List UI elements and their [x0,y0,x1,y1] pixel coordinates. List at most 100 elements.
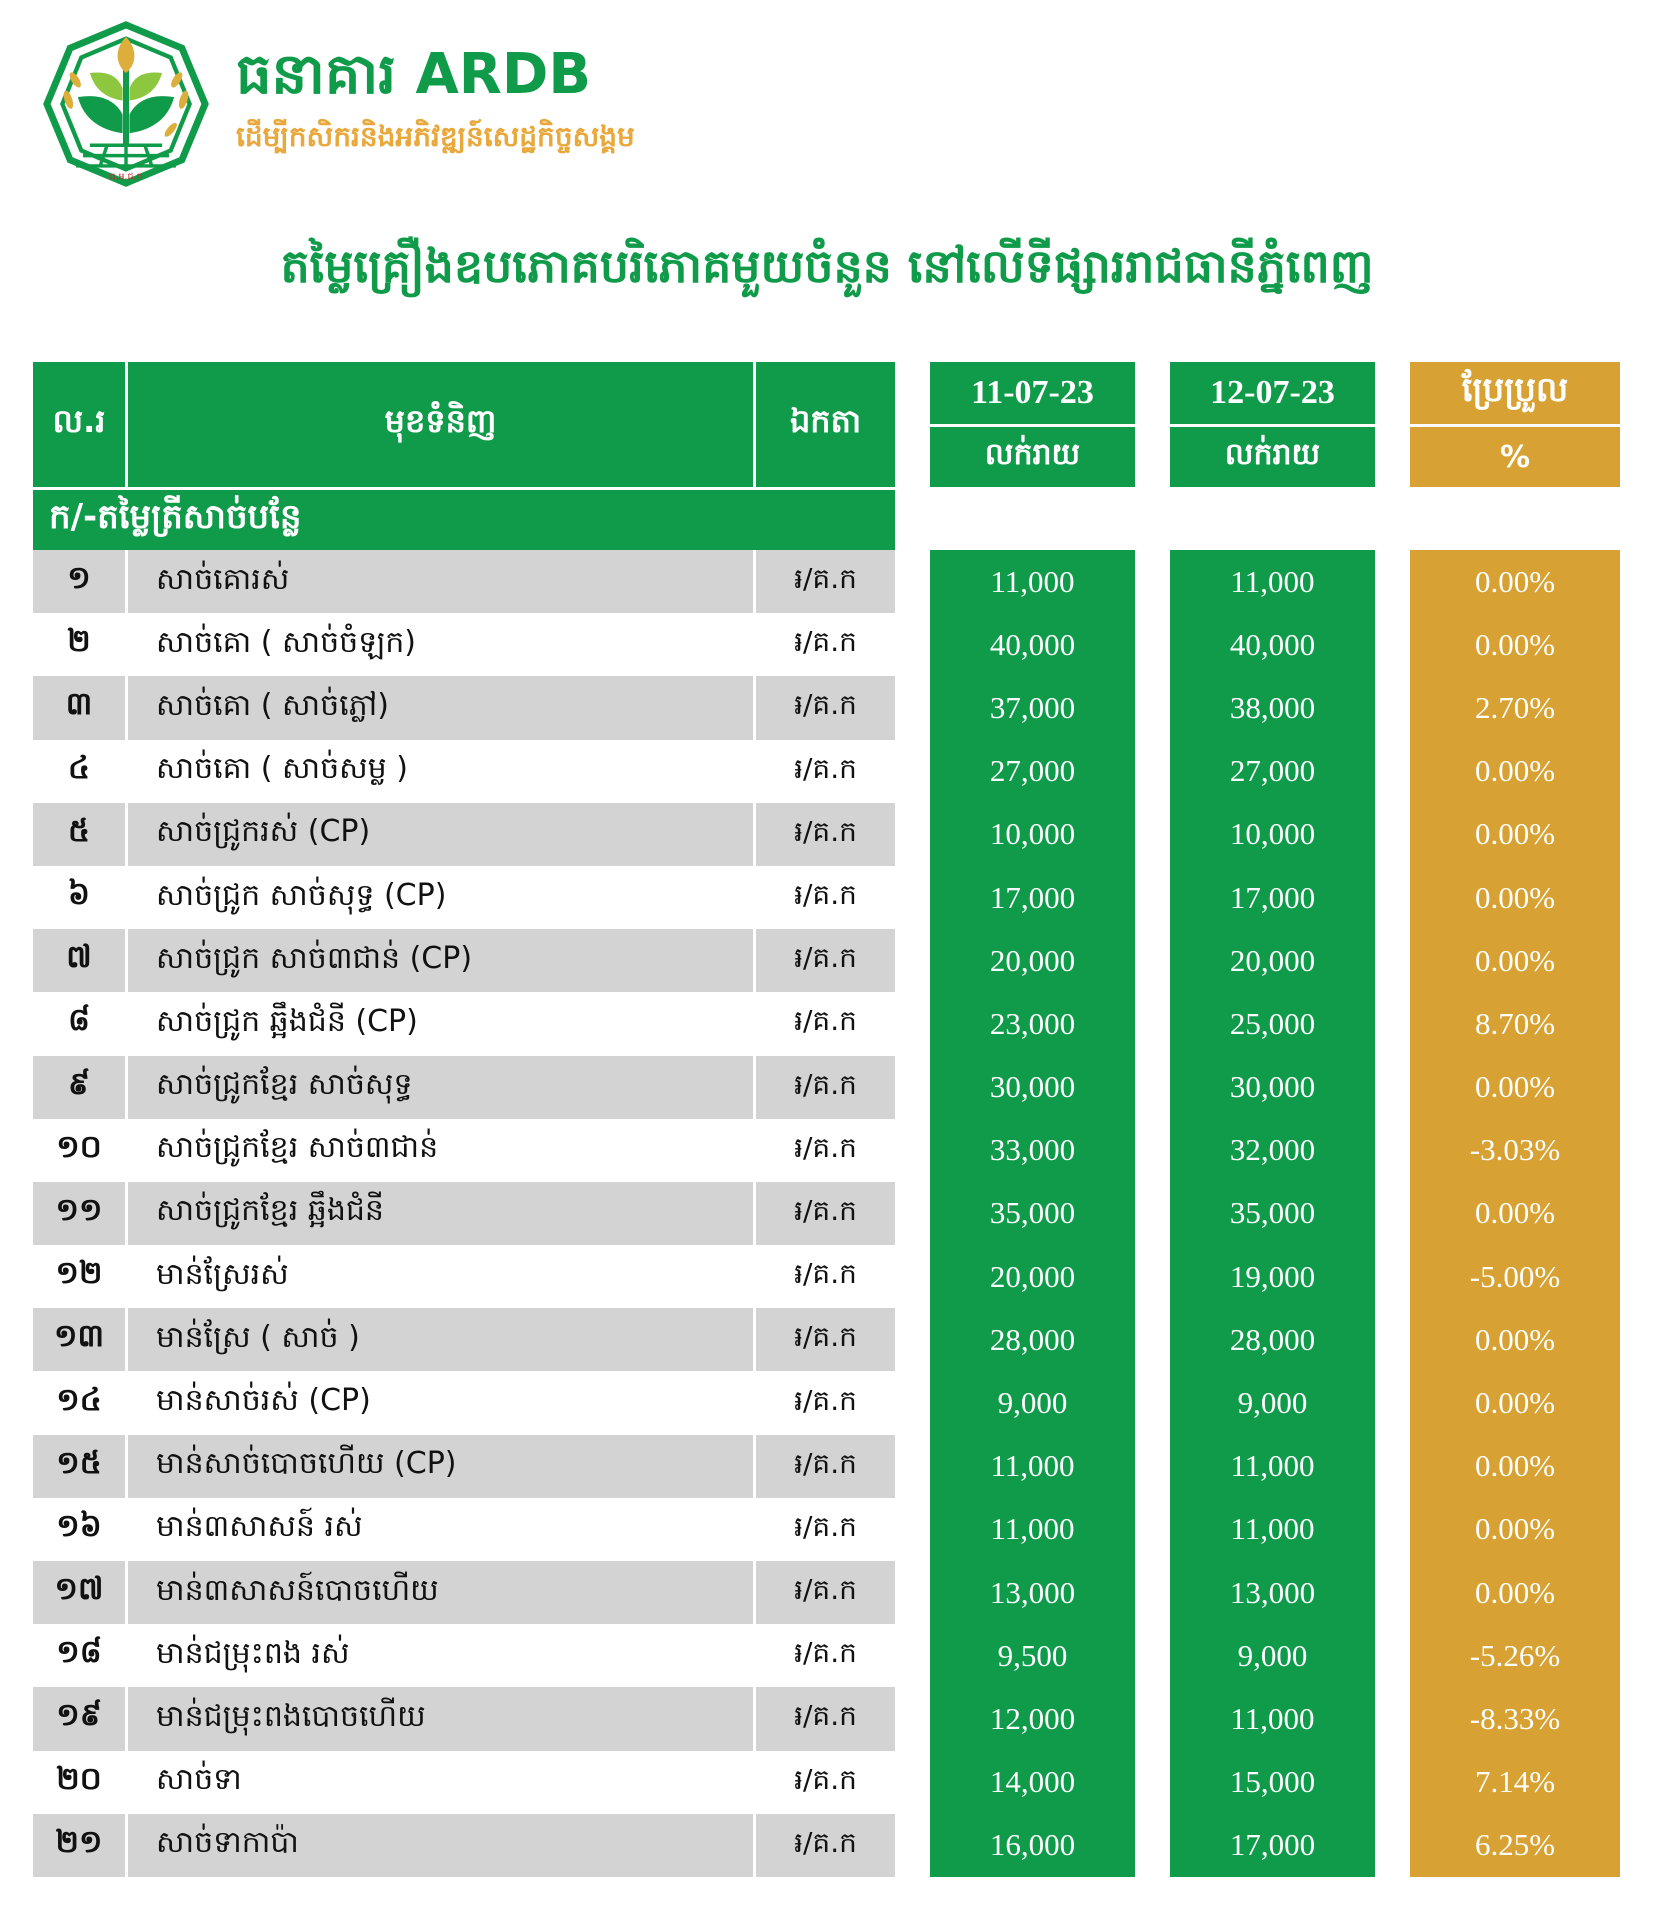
table-row: ៥ សាច់ជ្រូករស់ (CP) ៛/គ.ក [33,802,895,866]
table-row: ២០ សាច់ទា ៛/គ.ក [33,1750,895,1814]
row-item-name: សាច់ទាកាប៉ា [128,1813,753,1877]
price-cell: 17,000 [1229,879,1316,915]
price-cell: 13,000 [989,1574,1076,1610]
price-cell: 11,000 [990,1511,1075,1547]
price-cell: 37,000 [989,689,1076,725]
percent-cell: 0.00% [1474,879,1556,915]
row-number: ១៨ [56,1634,102,1671]
price-cell: 27,000 [989,753,1076,789]
row-item-name: មាន់ជម្រុះពង រស់ [156,1635,350,1671]
date2-label: 12-07-23 [1170,362,1375,424]
percent-cell: -8.33% [1469,1700,1561,1736]
row-number: ១៣ [33,1308,125,1372]
price-cell: 11,000 [990,1448,1075,1484]
percent-label: % [1410,427,1620,487]
price-cell: 20,000 [989,1258,1076,1294]
price-cell: 40,000 [989,626,1076,662]
table-row: ៨ សាច់ជ្រូក ឆ្អឹងជំនី (CP) ៛/គ.ក [33,992,895,1056]
price-column-day1-body: 11,000 40,000 37,000 27,000 10,000 17,000 20,0… [930,550,1135,1877]
row-unit: ៛/គ.ក [794,878,857,912]
table-row: ៣ សាច់គោ ( សាច់ភ្លៅ) ៛/គ.ក [33,676,895,740]
price-cell: 11,000 [990,563,1075,599]
table-row: ១ សាច់គោរស់ ៛/គ.ក [33,550,895,614]
section-header: ក/-តម្លៃត្រីសាច់បន្លែ [33,490,895,550]
price-cell: 9,000 [997,1385,1068,1421]
percent-cell: 6.25% [1474,1827,1556,1863]
header-item: មុខទំនិញ [128,362,753,487]
percent-cell: 0.00% [1474,626,1556,662]
row-item-name: មាន់ស្រែរស់ [156,1256,289,1292]
price-cell: 15,000 [1229,1764,1316,1800]
change-column-header: ប្រែប្រួល % [1410,362,1620,487]
price-cell: 35,000 [1229,1195,1316,1231]
table-row: ៤ សាច់គោ ( សាច់សម្ល ) ៛/គ.ក [33,739,895,803]
price-cell: 13,000 [1229,1574,1316,1610]
row-number: ១៦ [56,1507,102,1544]
row-unit: ៛/គ.ក [756,802,895,866]
percent-cell: 7.14% [1474,1764,1556,1800]
row-item-name: សាច់ទា [156,1762,242,1798]
price-cell: 11,000 [1230,563,1315,599]
row-item-name: សាច់គោ ( សាច់សម្ល ) [156,751,408,787]
brand-text: ធនាគារ ARDB ដើម្បីកសិករនិងអភិវឌ្ឍន៍សេដ្ឋ… [236,18,635,160]
price-cell: 35,000 [989,1195,1076,1231]
row-unit: ៛/គ.ក [794,1383,857,1417]
price-cell: 10,000 [989,816,1076,852]
table-row: ១៣ មាន់ស្រែ ( សាច់ ) ៛/គ.ក [33,1308,895,1372]
percent-cell: 0.00% [1474,1385,1556,1421]
row-unit: ៛/គ.ក [756,929,895,993]
row-number: ១៤ [56,1381,102,1418]
table-row: ១៩ មាន់ជម្រុះពងបោចហើយ ៛/គ.ក [33,1687,895,1751]
row-unit: ៛/គ.ក [794,1636,857,1670]
row-number: ៣ [33,676,125,740]
row-unit: ៛/គ.ក [794,1762,857,1796]
price-cell: 10,000 [1229,816,1316,852]
row-item-name: សាច់គោ ( សាច់ចំឡក) [156,624,417,660]
price-cell: 11,000 [1230,1700,1315,1736]
row-number: ១២ [55,1255,103,1292]
price-cell: 25,000 [1229,1005,1316,1041]
row-item-name: សាច់ជ្រូកខ្មែរ ឆ្អឹងជំនី [128,1181,753,1246]
row-number: ៩ [33,1055,125,1119]
price-cell: 30,000 [1229,1069,1316,1105]
percent-cell: 0.00% [1474,816,1556,852]
price-column-day2-body: 11,000 40,000 38,000 27,000 10,000 17,000 20,0… [1170,550,1375,1877]
row-number: ៦ [68,876,90,913]
retail2-label: លក់រាយ [1170,427,1375,487]
page-title: តម្លៃគ្រឿងឧបភោគបរិភោគមួយចំនួន នៅលើទីផ្សា… [280,239,1374,293]
price-cell: 12,000 [989,1700,1076,1736]
row-number: ៨ [68,1002,90,1039]
table-row: ៩ សាច់ជ្រូកខ្មែរ សាច់សុទ្ធ ៛/គ.ក [33,1055,895,1119]
row-unit: ៛/គ.ក [756,1687,895,1751]
row-unit: ៛/គ.ក [794,751,857,785]
table-row: ៦ សាច់ជ្រូក សាច់សុទ្ធ (CP) ៛/គ.ក [33,865,895,930]
percent-cell: 0.00% [1474,753,1556,789]
percent-cell: 0.00% [1474,1321,1556,1357]
change-label: ប្រែប្រួល [1410,362,1620,424]
row-item-name: មាន់សាច់បោចហើយ (CP) [128,1434,753,1498]
row-number: ៥ [33,802,125,866]
price-column-day2-header: 12-07-23 លក់រាយ [1170,362,1375,487]
header-no: ល.រ [33,362,125,487]
logo-seal-text: ធ.អ.ជ.ក [109,172,142,183]
header-unit: ឯកតា [756,362,895,487]
change-column: ប្រែប្រួល % 0.00% 0.00% 2.70% 0.00% 0.00% 0.0… [1410,362,1620,1877]
date1-label: 11-07-23 [930,362,1135,424]
row-number: ៧ [33,929,125,993]
price-cell: 14,000 [989,1764,1076,1800]
row-item-name: សាច់ជ្រូករស់ (CP) [128,802,753,866]
row-item-name: មាន់ស្រែ ( សាច់ ) [128,1308,753,1372]
percent-cell: 0.00% [1474,1069,1556,1105]
percent-cell: 0.00% [1474,1511,1556,1547]
table-row: ១៤ មាន់សាច់រស់ (CP) ៛/គ.ក [33,1371,895,1435]
percent-cell: 0.00% [1474,1574,1556,1610]
row-unit: ៛/គ.ក [794,1130,857,1164]
row-number: ២០ [56,1760,102,1797]
price-cell: 28,000 [989,1321,1076,1357]
percent-cell: -5.00% [1469,1258,1561,1294]
table-row: ១៨ មាន់ជម្រុះពង រស់ ៛/គ.ក [33,1624,895,1688]
price-cell: 38,000 [1229,689,1316,725]
retail1-label: លក់រាយ [930,427,1135,487]
row-number: ២១ [33,1813,125,1877]
